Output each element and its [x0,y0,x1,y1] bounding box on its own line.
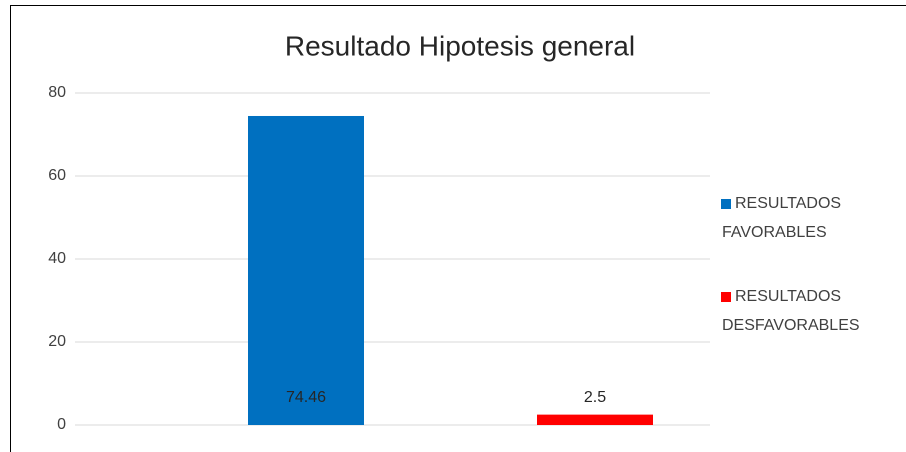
chart-title: Resultado Hipotesis general [285,30,635,61]
y-tick-label: 20 [48,333,66,350]
y-tick-label: 60 [48,167,66,184]
bar [537,414,653,425]
legend-label: RESULTADOS FAVORABLES [722,195,841,241]
legend-label: RESULTADOS DESFAVORABLES [722,288,860,334]
bar [248,115,364,425]
data-label: 2.5 [584,389,606,406]
y-tick-label: 40 [48,250,66,267]
data-label: 74.46 [286,389,326,406]
y-tick-label: 80 [48,84,66,101]
legend-swatch [721,292,731,302]
legend-swatch [721,199,731,209]
y-tick-label: 0 [57,416,66,433]
chart-frame [10,5,906,452]
